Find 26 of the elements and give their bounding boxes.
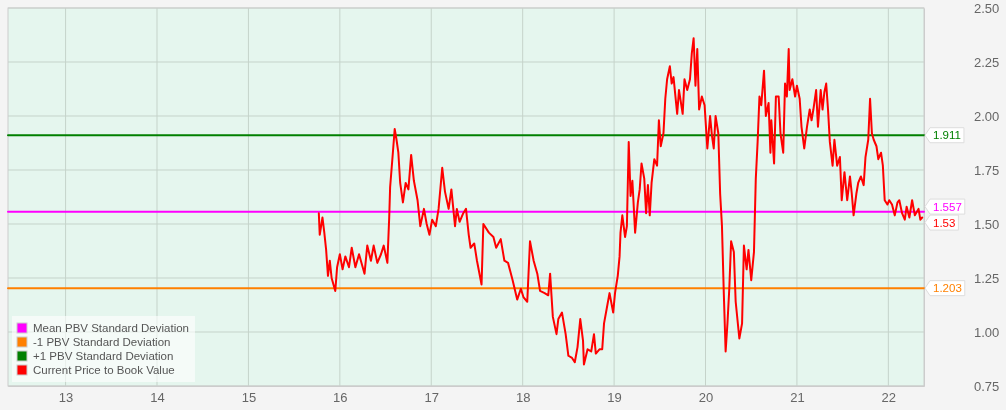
y-tick-label: 2.25 (974, 54, 1000, 70)
x-tick-label: 14 (150, 390, 165, 406)
data-label: 1.557 (933, 200, 962, 213)
y-tick-label: 1.50 (974, 216, 1000, 232)
x-tick-label: 17 (424, 390, 439, 406)
y-tick-label: 2.00 (974, 108, 1000, 124)
x-tick-label: 20 (698, 390, 714, 406)
legend-label: +1 PBV Standard Deviation (33, 350, 174, 363)
x-tick-label: 18 (515, 390, 531, 406)
y-tick-label: 1.00 (974, 324, 1000, 340)
y-tick-label: 2.50 (974, 0, 1000, 16)
y-tick-label: 1.25 (974, 270, 1000, 286)
legend-label: Current Price to Book Value (33, 364, 175, 377)
x-tick-label: 19 (607, 390, 622, 406)
y-tick-label: 0.75 (974, 378, 1000, 394)
data-label: 1.911 (933, 129, 961, 142)
x-tick-label: 13 (58, 390, 74, 406)
x-tick-label: 16 (333, 390, 348, 406)
x-tick-label: 21 (790, 390, 805, 406)
x-tick-label: 22 (881, 390, 897, 406)
data-label: 1.53 (933, 216, 956, 229)
x-tick-label: 15 (241, 390, 257, 406)
data-label: 1.203 (933, 282, 962, 295)
y-tick-label: 1.75 (974, 162, 1000, 178)
legend-label: -1 PBV Standard Deviation (33, 336, 171, 349)
legend-label: Mean PBV Standard Deviation (33, 322, 189, 335)
